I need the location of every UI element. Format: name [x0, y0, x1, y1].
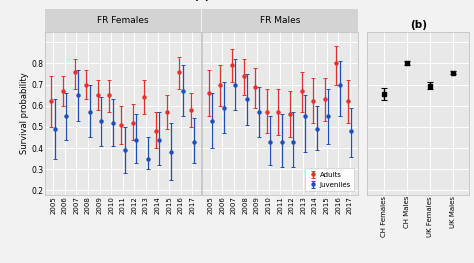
Text: (a): (a) [193, 0, 210, 1]
Text: FR Females: FR Females [97, 16, 148, 25]
Legend: Adults, Juveniles: Adults, Juveniles [305, 168, 355, 191]
Text: FR Males: FR Males [260, 16, 301, 25]
Y-axis label: Survival probability: Survival probability [20, 72, 29, 154]
Text: (b): (b) [410, 20, 427, 30]
